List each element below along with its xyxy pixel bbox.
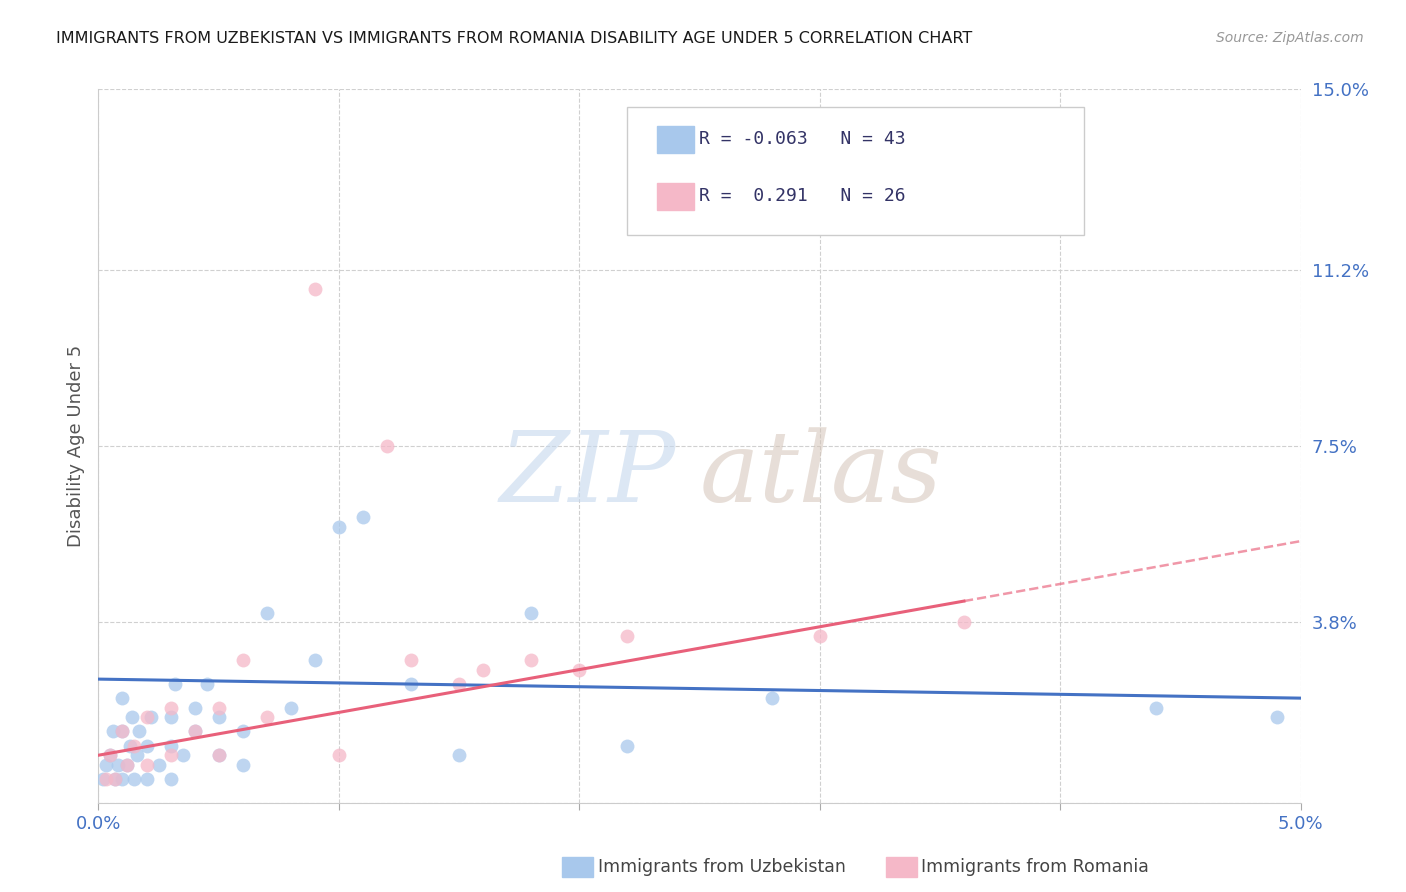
Point	[159, 739, 181, 753]
Point	[195, 677, 218, 691]
Point	[447, 677, 470, 691]
Point	[447, 748, 470, 763]
Point	[328, 520, 350, 534]
FancyBboxPatch shape	[627, 107, 1084, 235]
Point	[328, 748, 350, 763]
Text: R =  0.291   N = 26: R = 0.291 N = 26	[699, 187, 905, 205]
Point	[94, 772, 117, 786]
Point	[148, 757, 170, 772]
Point	[159, 772, 181, 786]
Point	[100, 748, 122, 763]
Point	[304, 282, 326, 296]
Text: atlas: atlas	[699, 427, 942, 522]
Point	[125, 748, 148, 763]
Point	[953, 615, 976, 629]
Point	[100, 748, 122, 763]
Point	[208, 700, 231, 714]
Point	[280, 700, 302, 714]
Point	[135, 757, 157, 772]
Point	[111, 691, 134, 706]
Y-axis label: Disability Age Under 5: Disability Age Under 5	[66, 345, 84, 547]
Point	[94, 757, 117, 772]
Point	[399, 653, 422, 667]
Point	[399, 677, 422, 691]
Point	[104, 772, 127, 786]
Point	[256, 710, 278, 724]
Point	[111, 724, 134, 739]
Point	[135, 710, 157, 724]
Point	[104, 772, 127, 786]
Bar	[658, 183, 695, 210]
Point	[141, 710, 163, 724]
Point	[352, 510, 374, 524]
Point	[208, 710, 231, 724]
Point	[208, 748, 231, 763]
Point	[159, 710, 181, 724]
Bar	[658, 126, 695, 153]
Point	[232, 653, 254, 667]
Point	[375, 439, 398, 453]
Text: ZIP: ZIP	[499, 427, 675, 522]
Point	[117, 757, 139, 772]
Point	[304, 653, 326, 667]
Point	[183, 724, 205, 739]
Point	[232, 724, 254, 739]
Text: IMMIGRANTS FROM UZBEKISTAN VS IMMIGRANTS FROM ROMANIA DISABILITY AGE UNDER 5 COR: IMMIGRANTS FROM UZBEKISTAN VS IMMIGRANTS…	[56, 31, 973, 46]
Point	[256, 606, 278, 620]
Point	[107, 757, 129, 772]
Point	[124, 739, 146, 753]
Point	[520, 606, 543, 620]
Text: Immigrants from Uzbekistan: Immigrants from Uzbekistan	[598, 858, 845, 876]
Point	[232, 757, 254, 772]
Point	[111, 724, 134, 739]
Point	[1144, 700, 1167, 714]
Point	[472, 663, 495, 677]
Point	[117, 757, 139, 772]
Text: R = -0.063   N = 43: R = -0.063 N = 43	[699, 130, 905, 148]
Point	[159, 748, 181, 763]
Point	[165, 677, 187, 691]
Point	[172, 748, 194, 763]
Text: Immigrants from Romania: Immigrants from Romania	[921, 858, 1149, 876]
Point	[616, 739, 638, 753]
Point	[183, 700, 205, 714]
Point	[808, 629, 831, 643]
Point	[520, 653, 543, 667]
Point	[128, 724, 150, 739]
Point	[121, 710, 143, 724]
Point	[101, 724, 124, 739]
Point	[135, 739, 157, 753]
Point	[208, 748, 231, 763]
Point	[135, 772, 157, 786]
Point	[118, 739, 141, 753]
Point	[1265, 710, 1288, 724]
Point	[124, 772, 146, 786]
Point	[91, 772, 114, 786]
Point	[568, 663, 591, 677]
Point	[761, 691, 783, 706]
Text: Source: ZipAtlas.com: Source: ZipAtlas.com	[1216, 31, 1364, 45]
Point	[159, 700, 181, 714]
Point	[616, 629, 638, 643]
Point	[111, 772, 134, 786]
Point	[183, 724, 205, 739]
